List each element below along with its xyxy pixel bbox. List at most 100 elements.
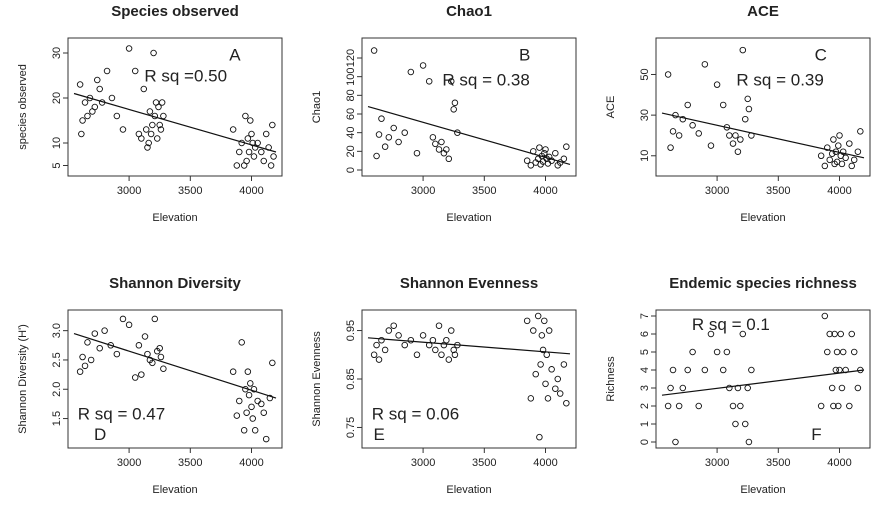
data-point — [262, 130, 270, 138]
data-point — [258, 400, 265, 408]
data-point — [375, 131, 383, 138]
data-point — [560, 361, 568, 368]
panel-1: Species observed 3000 3500 4000 5 10 20 30 Eleva… — [17, 3, 283, 224]
data-point — [113, 112, 121, 120]
data-point — [689, 348, 696, 356]
data-point — [679, 384, 687, 392]
r-squared-label: R sq = 0.47 — [78, 405, 165, 424]
data-point — [541, 149, 548, 157]
data-point — [821, 162, 829, 170]
data-point — [554, 375, 562, 383]
panel-title: Endemic species richness — [669, 275, 857, 292]
data-point — [545, 327, 553, 334]
data-point — [543, 351, 550, 359]
data-point — [84, 112, 91, 120]
data-point — [443, 336, 450, 344]
data-point — [563, 399, 570, 407]
data-point — [542, 380, 549, 388]
data-point — [745, 438, 753, 446]
data-point — [450, 346, 457, 354]
data-point — [145, 139, 152, 147]
data-point — [833, 348, 841, 356]
data-point — [247, 117, 254, 124]
data-point — [739, 330, 747, 338]
data-point — [401, 129, 408, 136]
data-point — [846, 402, 853, 410]
y-tick-label: 0 — [639, 439, 651, 445]
data-point — [248, 130, 255, 138]
data-point — [560, 155, 568, 163]
data-point — [429, 134, 437, 141]
x-tick-label: 3000 — [117, 185, 141, 197]
data-point — [530, 327, 537, 334]
data-point — [76, 368, 84, 375]
data-point — [395, 332, 402, 339]
x-tick-label: 4000 — [533, 457, 557, 469]
data-point — [846, 140, 853, 147]
data-point — [160, 112, 167, 120]
data-point — [435, 146, 443, 153]
x-tick-label: 3500 — [178, 185, 202, 197]
data-point — [848, 330, 856, 338]
data-point — [542, 146, 549, 153]
data-point — [144, 144, 151, 151]
data-point — [556, 390, 564, 397]
data-point — [140, 85, 148, 93]
data-point — [438, 351, 445, 359]
x-tick-label: 3500 — [766, 457, 790, 469]
panel-letter: B — [519, 46, 530, 65]
data-point — [390, 124, 397, 132]
data-point — [837, 330, 844, 338]
data-point — [370, 47, 378, 54]
y-tick-label: 5 — [51, 162, 63, 168]
data-point — [443, 146, 450, 153]
y-tick-label: 0.85 — [345, 368, 357, 389]
y-tick-label: 2.0 — [51, 382, 63, 397]
y-tick-label: 0.75 — [345, 417, 357, 438]
data-point — [407, 336, 415, 344]
data-point — [390, 322, 397, 329]
y-axis-label: Shannon Diversity (H') — [17, 324, 29, 434]
data-point — [830, 402, 837, 410]
data-point — [695, 130, 702, 137]
data-point — [266, 394, 274, 402]
data-point — [737, 136, 744, 143]
data-point — [729, 402, 737, 410]
data-point — [719, 101, 727, 109]
data-point — [445, 155, 453, 163]
data-point — [447, 78, 455, 85]
data-point — [233, 412, 241, 419]
data-point — [838, 384, 846, 392]
x-tick-label: 4000 — [533, 185, 557, 197]
x-tick-label: 3500 — [766, 185, 790, 197]
data-point — [262, 435, 270, 443]
data-point — [373, 152, 380, 160]
data-point — [839, 348, 847, 356]
data-point — [541, 317, 548, 325]
data-point — [251, 427, 259, 434]
data-point — [103, 67, 111, 75]
x-tick-label: 3500 — [472, 457, 496, 469]
y-axis-label: ACE — [605, 96, 617, 119]
panel-5: Shannon Evenness 3000 3500 4000 0.75 0.85 0.95… — [311, 275, 577, 496]
data-point — [451, 99, 459, 107]
y-axis-label: Chao1 — [311, 91, 323, 123]
data-point — [739, 46, 747, 54]
x-tick-label: 3000 — [411, 457, 435, 469]
y-tick-label: 6 — [639, 331, 651, 337]
y-tick-label: 5 — [639, 349, 651, 355]
data-point — [701, 366, 709, 374]
data-point — [831, 330, 838, 338]
data-point — [729, 140, 737, 147]
x-axis-label: Elevation — [446, 484, 491, 496]
data-point — [826, 156, 833, 164]
data-point — [817, 402, 825, 410]
data-point — [267, 162, 275, 169]
x-tick-label: 3000 — [117, 457, 141, 469]
data-point — [158, 99, 166, 106]
trend-line — [367, 105, 571, 165]
data-point — [523, 317, 531, 325]
data-point — [684, 366, 691, 374]
